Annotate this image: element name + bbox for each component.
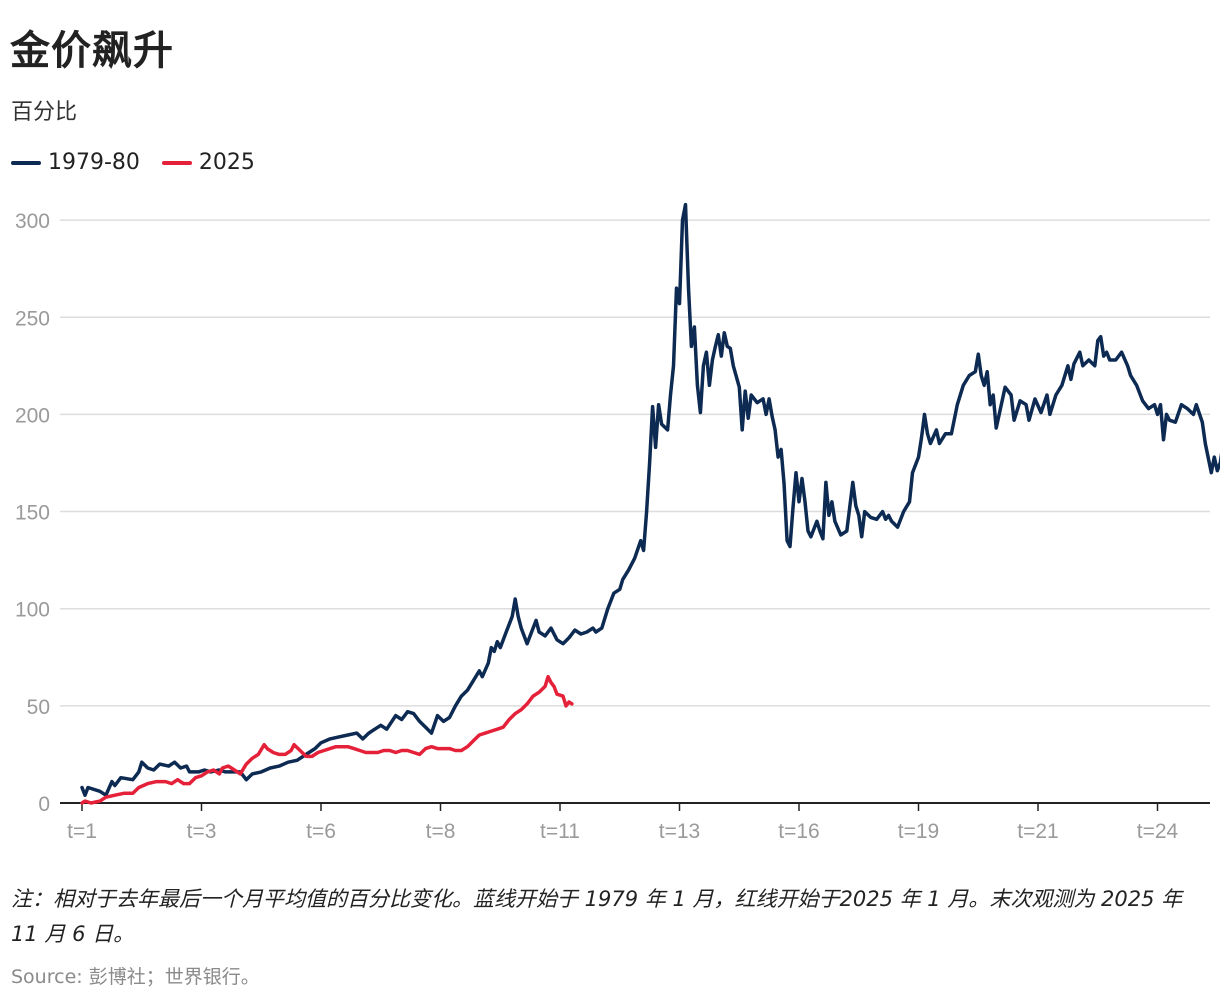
y-tick-label-150: 150 [15,502,50,525]
y-tick-label-200: 200 [15,404,50,427]
series-layer [80,202,1220,805]
y-tick-label-100: 100 [15,599,50,622]
x-tick-label-t=1: t=1 [67,820,97,843]
chart-note: 注：相对于去年最后一个月平均值的百分比变化。蓝线开始于 1979 年 1 月，红… [11,887,1183,946]
y-tick-label-300: 300 [15,210,50,233]
series-line-1979-80 [80,202,1220,797]
x-tick-label-t=3: t=3 [187,820,217,843]
x-tick-label-t=16: t=16 [778,820,819,843]
y-tick-label-50: 50 [27,696,50,719]
y-tick-labels: 0 50 100 150 200 250 300 [15,210,50,816]
x-tick-label-t=8: t=8 [426,820,456,843]
legend-swatch-1979-80 [11,160,41,165]
chart-subtitle: 百分比 [11,100,78,125]
legend-swatch-2025 [161,160,192,165]
x-tick-label-t=6: t=6 [306,820,336,843]
chart-source: Source: 彭博社；世界银行。 [11,966,260,988]
chart-title: 金价飙升 [10,28,174,74]
x-tick-labels: t=1 t=3 t=6 t=8 t=11 t=13 t=16 t=19 t=21 t=24 [67,803,1179,843]
legend-item-1979-80: 1979-80 [11,150,140,175]
y-tick-label-0: 0 [38,793,50,816]
legend-label-1979-80: 1979-80 [48,150,140,175]
x-tick-label-t=19: t=19 [898,820,939,843]
chart-legend: 1979-80 2025 [11,150,277,175]
x-tick-label-t=24: t=24 [1137,820,1179,843]
x-tick-label-t=13: t=13 [659,820,700,843]
series-line-2025 [80,674,574,805]
legend-item-2025: 2025 [161,150,255,175]
x-tick-label-t=11: t=11 [540,820,580,843]
y-tick-label-250: 250 [15,307,50,330]
grid-layer [60,219,1210,804]
x-tick-label-t=21: t=21 [1017,820,1058,843]
legend-label-2025: 2025 [198,150,255,175]
